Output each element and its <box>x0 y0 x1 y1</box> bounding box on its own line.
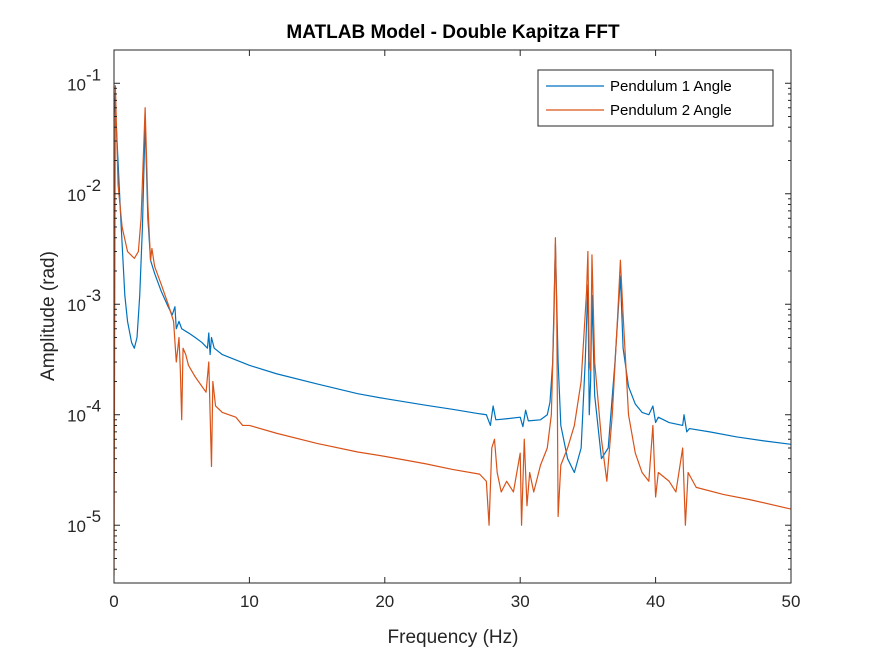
legend-label-series-1: Pendulum 1 Angle <box>610 78 732 95</box>
y-tick-label: 10 <box>67 296 86 315</box>
y-tick-label-exponent: -2 <box>86 176 101 195</box>
y-tick-label: 10 <box>67 75 86 94</box>
x-tick-label: 50 <box>782 592 801 611</box>
y-tick-label: 10 <box>67 517 86 536</box>
legend-label-series-2: Pendulum 2 Angle <box>610 102 732 119</box>
x-axis-label: Frequency (Hz) <box>388 627 519 648</box>
legend: Pendulum 1 Angle Pendulum 2 Angle <box>537 69 774 127</box>
chart-title: MATLAB Model - Double Kapitza FFT <box>286 22 620 43</box>
x-tick-label: 30 <box>511 592 530 611</box>
y-tick-label: 10 <box>67 407 86 426</box>
y-tick-label-exponent: -3 <box>86 286 101 305</box>
y-tick-label: 10 <box>67 186 86 205</box>
x-tick-label: 40 <box>646 592 665 611</box>
y-tick-label-exponent: -1 <box>86 65 101 84</box>
x-tick-label: 10 <box>240 592 259 611</box>
y-tick-label-exponent: -5 <box>86 507 101 526</box>
series-line-2 <box>114 85 791 576</box>
series-line-1 <box>114 93 791 474</box>
x-tick-label: 20 <box>375 592 394 611</box>
y-tick-label-exponent: -4 <box>86 397 101 416</box>
y-axis-label: Amplitude (rad) <box>38 251 59 381</box>
x-tick-label: 0 <box>109 592 118 611</box>
legend-box <box>537 69 774 127</box>
plot-area-frame <box>113 49 792 584</box>
